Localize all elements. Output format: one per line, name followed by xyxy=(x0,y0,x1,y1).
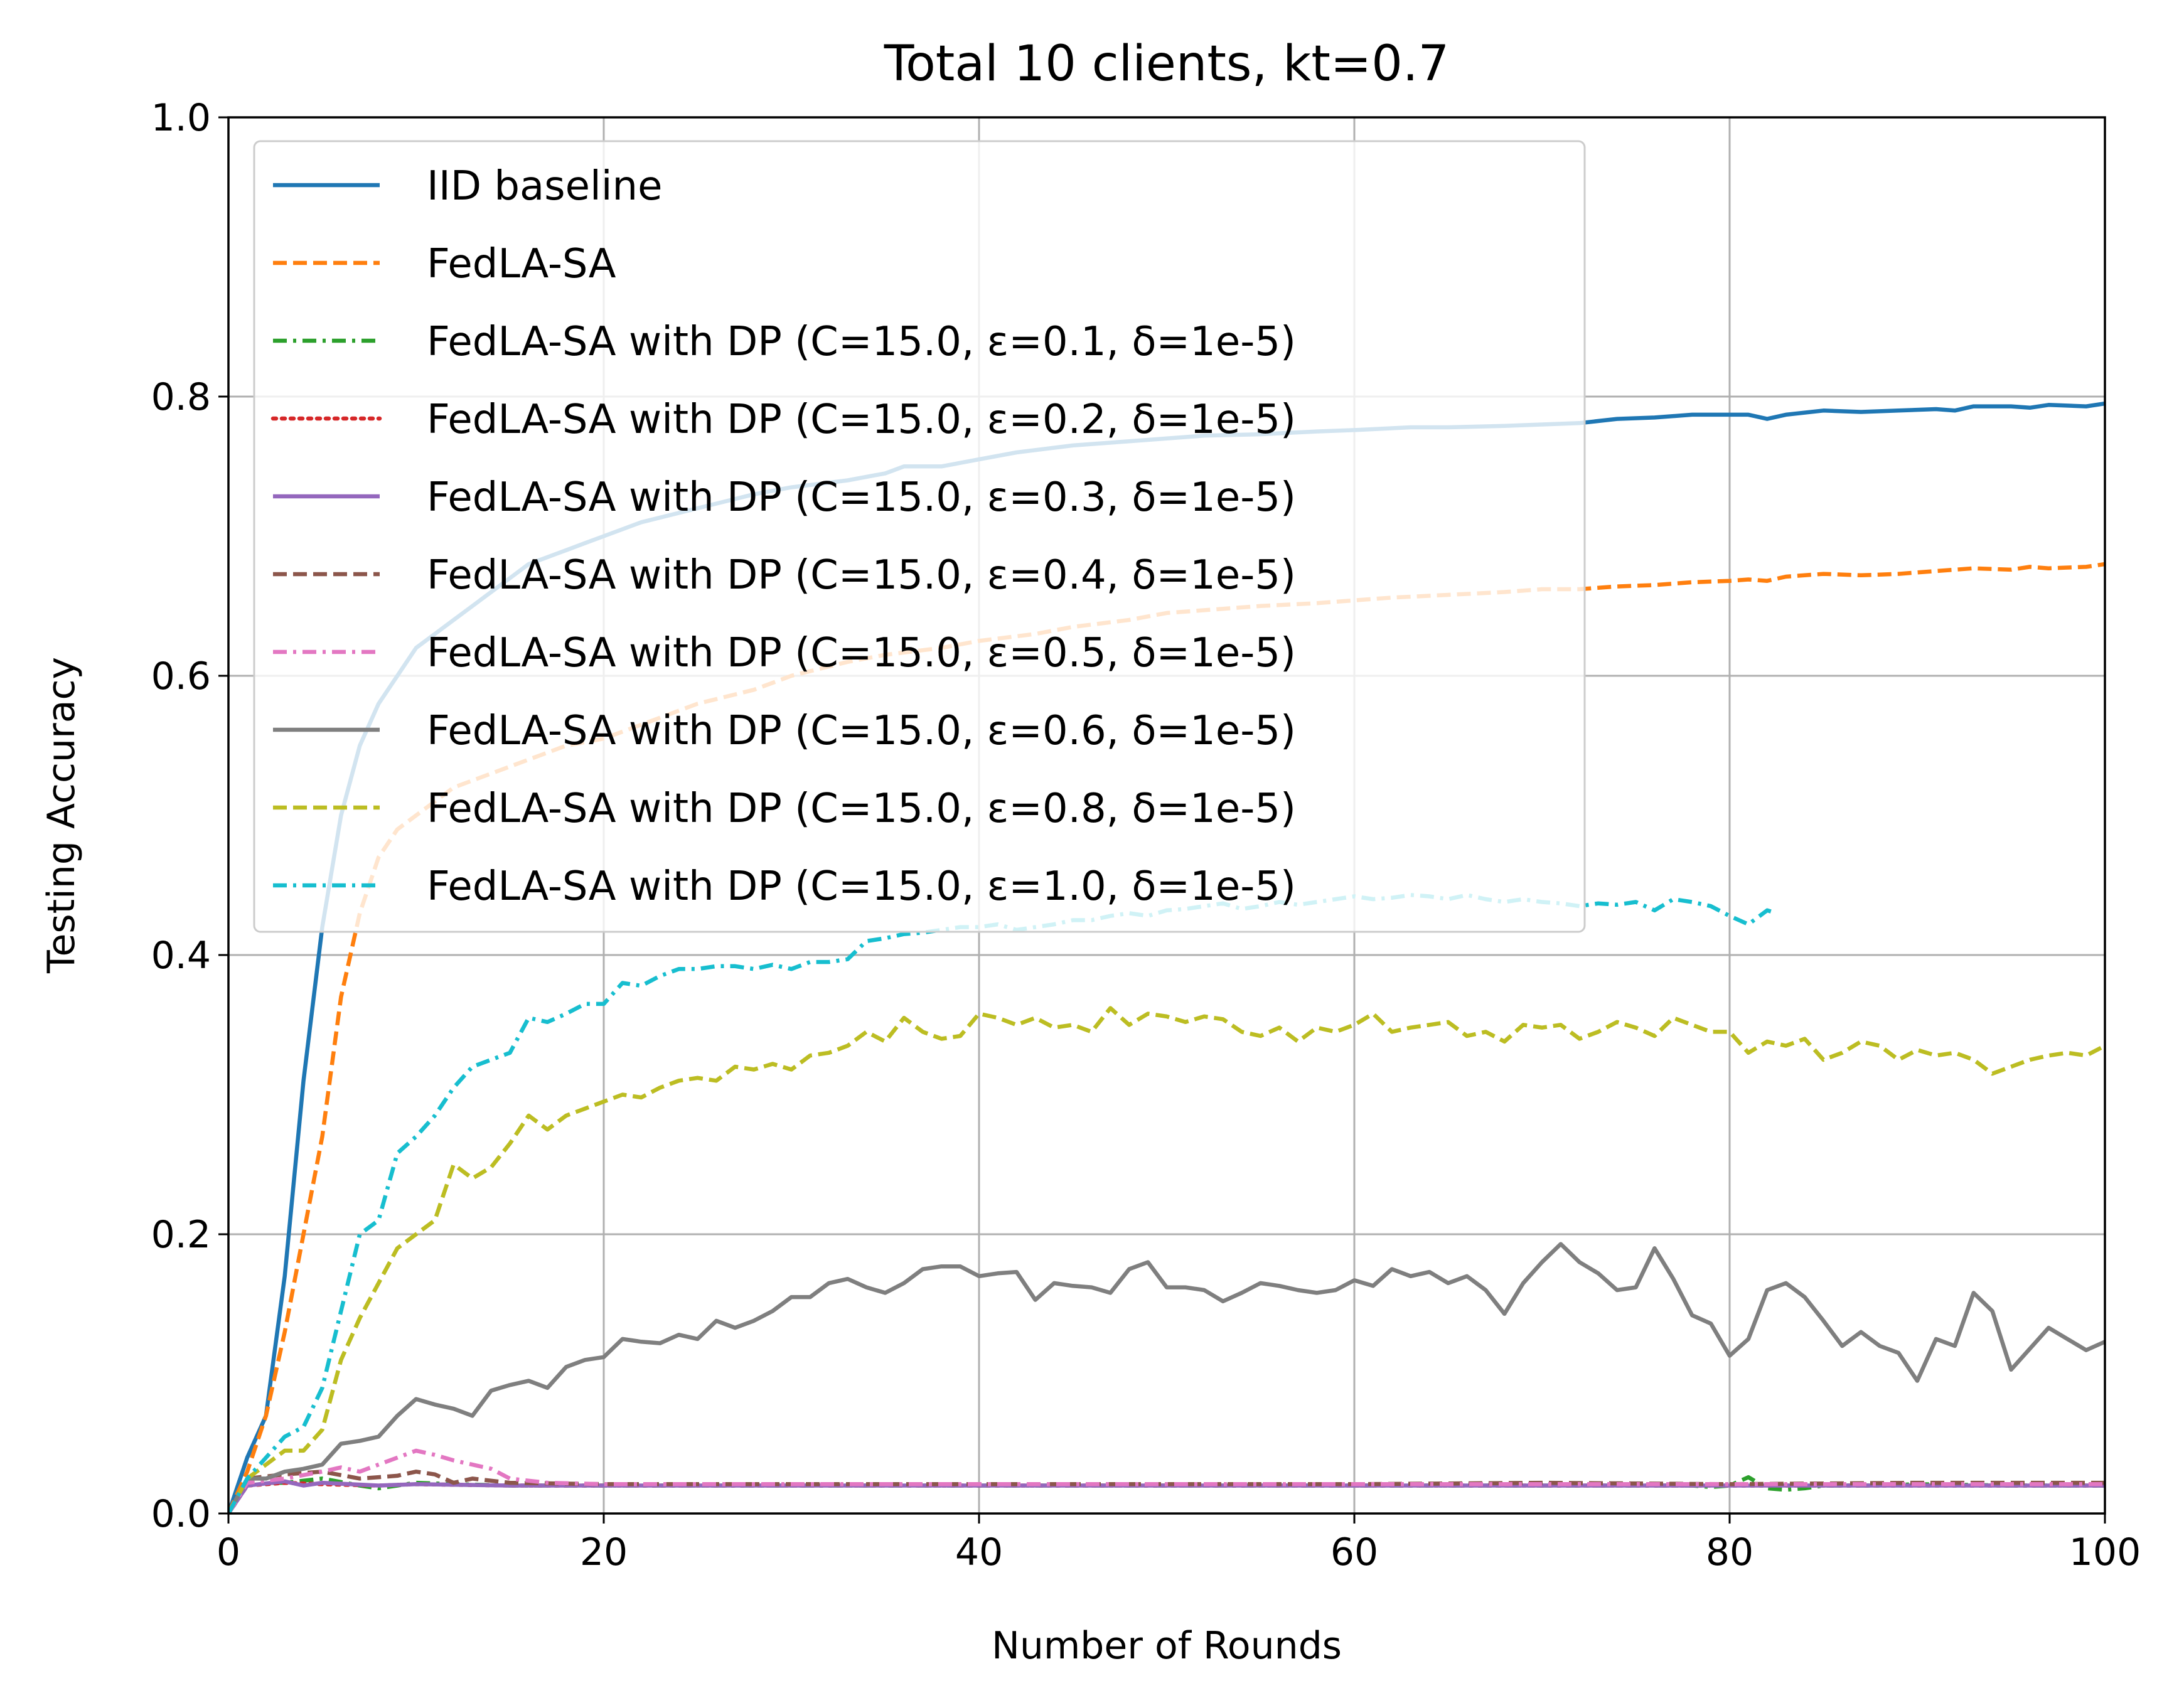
legend-label: FedLA-SA with DP (C=15.0, ε=0.8, δ=1e-5) xyxy=(427,786,1296,832)
legend-label: FedLA-SA with DP (C=15.0, ε=0.3, δ=1e-5) xyxy=(427,474,1296,521)
y-tick-label: 0.2 xyxy=(151,1213,211,1257)
x-tick-label: 40 xyxy=(955,1530,1003,1574)
legend: IID baseline FedLA-SA FedLA-SA with DP (C=… xyxy=(253,140,1586,933)
x-tick-label: 80 xyxy=(1706,1530,1753,1574)
legend-label: FedLA-SA with DP (C=15.0, ε=0.6, δ=1e-5) xyxy=(427,708,1296,754)
legend-label: FedLA-SA with DP (C=15.0, ε=0.1, δ=1e-5) xyxy=(427,319,1296,365)
x-tick-label: 60 xyxy=(1330,1530,1378,1574)
series-line-10 xyxy=(228,893,1777,1513)
series-line-5 xyxy=(228,1479,2105,1513)
legend-label: FedLA-SA xyxy=(427,241,616,287)
legend-box xyxy=(253,140,1586,933)
x-axis-label: Number of Rounds xyxy=(992,1624,1342,1668)
legend-label: FedLA-SA with DP (C=15.0, ε=1.0, δ=1e-5) xyxy=(427,863,1296,910)
y-tick-label: 0.8 xyxy=(151,375,211,419)
y-tick-label: 0.0 xyxy=(151,1492,211,1536)
series-line-2 xyxy=(228,562,2105,1513)
chart-title: Total 10 clients, kt=0.7 xyxy=(884,36,1450,92)
legend-label: FedLA-SA with DP (C=15.0, ε=0.2, δ=1e-5) xyxy=(427,397,1296,443)
series-line-7 xyxy=(228,1448,2105,1513)
series-line-9 xyxy=(228,1006,2105,1513)
plot-frame xyxy=(227,116,2106,1515)
legend-label: FedLA-SA with DP (C=15.0, ε=0.4, δ=1e-5) xyxy=(427,552,1296,599)
x-tick-label: 100 xyxy=(2069,1530,2141,1574)
y-tick-label: 0.4 xyxy=(151,934,211,978)
x-tick-label: 20 xyxy=(580,1530,628,1574)
x-tick-label: 0 xyxy=(217,1530,240,1574)
series-line-8 xyxy=(228,1242,2105,1513)
legend-label: IID baseline xyxy=(427,163,662,210)
legend-label: FedLA-SA with DP (C=15.0, ε=0.5, δ=1e-5) xyxy=(427,630,1296,676)
y-tick-label: 0.6 xyxy=(151,654,211,698)
y-tick-label: 1.0 xyxy=(151,96,211,140)
ticks: 0 20 40 60 80 100 0.0 0.2 0.4 0.6 0.8 1.0 xyxy=(151,96,2141,1574)
y-axis-label: Testing Accuracy xyxy=(40,657,83,974)
